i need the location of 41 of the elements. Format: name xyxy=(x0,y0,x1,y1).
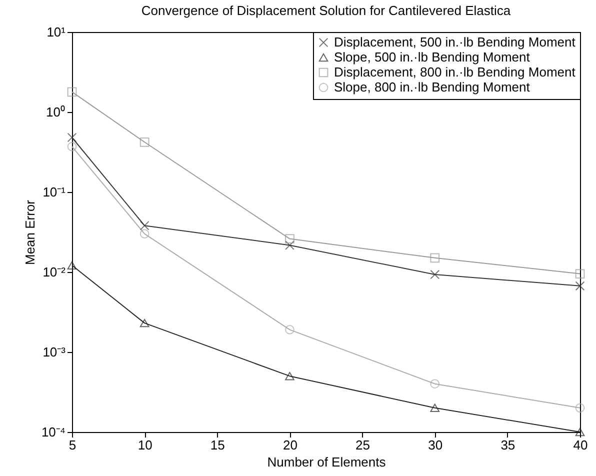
point xyxy=(430,379,440,389)
legend-label: Displacement, 800 in.·lb Bending Moment xyxy=(334,64,576,80)
y-tick-label: 10⁻³ xyxy=(42,344,66,360)
point xyxy=(575,403,585,413)
legend-label: Slope, 500 in.·lb Bending Moment xyxy=(334,50,530,64)
point xyxy=(575,281,585,291)
x-axis-title: Number of Elements xyxy=(267,454,386,470)
point xyxy=(67,132,77,142)
point xyxy=(140,137,150,147)
chart-title: Convergence of Displacement Solution for Cantilevered Elastica xyxy=(141,3,512,18)
point xyxy=(430,253,440,263)
y-tick-label: 10⁻¹ xyxy=(42,184,66,200)
point xyxy=(140,220,150,230)
x-tick-label: 5 xyxy=(68,438,76,452)
point xyxy=(285,234,294,244)
point xyxy=(430,404,440,412)
x-tick-label: 10 xyxy=(138,438,152,452)
point xyxy=(285,325,294,334)
point xyxy=(430,270,440,280)
y-tick-label: 10¹ xyxy=(46,24,66,40)
y-axis-title: Mean Error xyxy=(22,199,38,266)
x-tick-label: 15 xyxy=(210,438,225,452)
point xyxy=(285,240,294,250)
x-tick-label: 30 xyxy=(428,438,443,452)
x-tick-label: 35 xyxy=(500,438,516,452)
x-tick-label: 40 xyxy=(573,438,588,452)
point xyxy=(575,269,585,278)
x-tick-label: 20 xyxy=(282,438,298,452)
point xyxy=(285,372,294,380)
point xyxy=(140,318,150,328)
point xyxy=(140,229,150,239)
y-tick-label: 10⁰ xyxy=(46,104,66,120)
x-tick-label: 25 xyxy=(356,438,370,452)
legend-label: Displacement, 500 in.·lb Bending Moment xyxy=(334,34,576,50)
legend-label: Slope, 800 in.·lb Bending Moment xyxy=(334,80,530,94)
point xyxy=(575,428,585,436)
point xyxy=(67,142,77,152)
y-tick-label: 10⁻⁴ xyxy=(41,424,66,440)
y-tick-label: 10⁻² xyxy=(42,264,66,280)
point xyxy=(67,87,77,97)
point xyxy=(67,261,77,270)
